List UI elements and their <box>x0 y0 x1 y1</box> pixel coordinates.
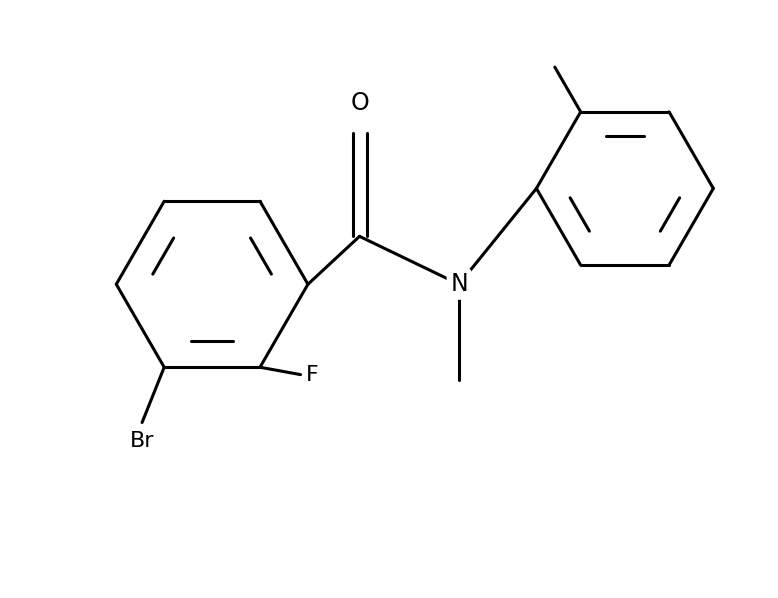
Text: N: N <box>450 272 468 296</box>
Text: F: F <box>306 365 318 385</box>
Text: Br: Br <box>130 431 154 451</box>
Text: O: O <box>350 91 369 115</box>
